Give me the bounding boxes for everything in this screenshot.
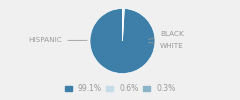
Wedge shape [122, 8, 123, 41]
Text: WHITE: WHITE [149, 42, 184, 49]
Text: BLACK: BLACK [149, 31, 184, 39]
Text: HISPANIC: HISPANIC [29, 37, 87, 43]
Wedge shape [122, 8, 124, 41]
Wedge shape [90, 8, 155, 74]
Legend: 99.1%, 0.6%, 0.3%: 99.1%, 0.6%, 0.3% [62, 81, 178, 96]
